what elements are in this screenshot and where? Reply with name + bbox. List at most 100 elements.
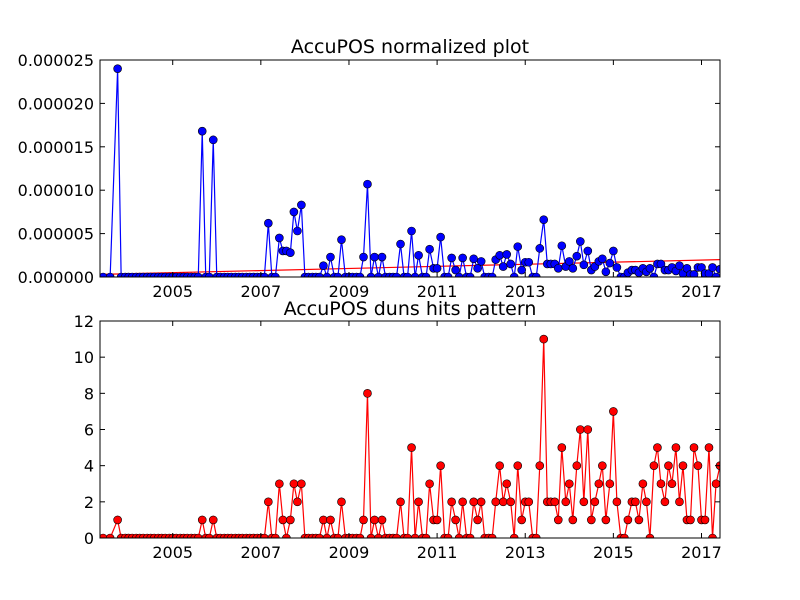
data-point [458, 497, 467, 507]
y-tick-label: 10 [74, 348, 94, 367]
data-point [275, 233, 284, 243]
data-point [289, 479, 299, 489]
data-point [700, 515, 710, 525]
data-point [594, 479, 604, 489]
data-point [502, 479, 512, 489]
data-point [193, 272, 203, 277]
data-point [458, 253, 467, 263]
data-point [553, 264, 563, 273]
x-tick-label: 2017 [681, 543, 722, 562]
data-point [319, 261, 328, 271]
data-point [315, 272, 324, 277]
x-tick-label: 2011 [417, 282, 458, 301]
data-point [113, 515, 122, 525]
data-point [377, 252, 387, 262]
data-point [686, 515, 695, 525]
data-point [693, 461, 703, 470]
data-point [414, 497, 423, 507]
data-point [293, 497, 302, 507]
data-point [675, 497, 684, 507]
y-tick-label: 0.000005 [18, 225, 94, 244]
data-point [605, 258, 615, 268]
data-point [436, 232, 445, 242]
data-point [509, 533, 519, 538]
data-point [410, 533, 420, 538]
data-point [326, 515, 335, 525]
data-point [517, 265, 527, 275]
data-point [711, 479, 720, 489]
data-point [612, 263, 622, 272]
data-point [421, 533, 431, 538]
data-point [451, 515, 460, 525]
data-point [568, 264, 578, 273]
y-tick-label: 2 [84, 493, 94, 512]
data-point [572, 461, 582, 470]
x-tick-label: 2013 [505, 282, 546, 301]
x-tick-label: 2005 [152, 282, 193, 301]
data-point [100, 533, 108, 538]
data-point [407, 226, 416, 236]
data-point [392, 272, 401, 277]
data-point [642, 497, 651, 507]
data-point [495, 461, 504, 470]
chart-title: AccuPOS duns hits pattern [284, 298, 537, 320]
data-point [204, 272, 214, 277]
data-point [557, 443, 567, 452]
y-tick-label: 12 [74, 312, 94, 331]
data-point [278, 515, 288, 525]
data-point [609, 246, 618, 256]
data-point [113, 64, 122, 73]
data-point [322, 533, 332, 538]
data-point [579, 260, 589, 270]
data-point [583, 425, 593, 434]
trend-line [100, 259, 720, 275]
data-point [260, 272, 269, 277]
data-point [535, 461, 545, 470]
data-point [601, 515, 611, 525]
data-point [425, 244, 434, 254]
data-point [634, 515, 644, 525]
data-point [568, 515, 578, 525]
y-tick-label: 0 [84, 529, 94, 548]
data-point [576, 425, 585, 434]
x-tick-label: 2011 [417, 543, 458, 562]
data-point [598, 254, 607, 264]
data-point [671, 443, 681, 452]
data-point [465, 533, 475, 538]
data-point [561, 497, 571, 507]
plot-area-frame [99, 320, 721, 539]
data-point [509, 272, 519, 277]
data-point [487, 533, 497, 538]
data-point [553, 515, 563, 525]
x-tick-label: 2009 [329, 543, 370, 562]
data-point [487, 272, 497, 277]
data-point [590, 497, 600, 507]
data-point [708, 263, 717, 272]
data-point [326, 252, 335, 262]
data-point [208, 135, 218, 145]
data-point [498, 497, 508, 507]
data-point [667, 479, 677, 489]
data-point [271, 533, 280, 538]
y-tick-label: 0.000010 [18, 181, 94, 200]
data-point [517, 515, 527, 525]
data-point [498, 262, 508, 271]
x-tick-label: 2015 [593, 543, 634, 562]
data-point [282, 533, 291, 538]
data-point [708, 533, 717, 538]
normalized-chart: AccuPOS normalized plot 2005 2007 2009 2011… [18, 36, 722, 301]
data-point [678, 461, 688, 470]
data-point [689, 270, 699, 277]
data-point [197, 515, 207, 525]
data-point [473, 264, 482, 273]
data-point [436, 461, 445, 470]
data-point [524, 257, 534, 267]
data-point [432, 264, 442, 273]
data-point [601, 267, 611, 277]
data-point [443, 533, 453, 538]
duns-hits-chart: AccuPOS duns hits pattern 2005 2007 2009 20… [74, 298, 722, 562]
data-point [260, 533, 269, 538]
data-point [491, 497, 501, 507]
data-point [293, 226, 302, 236]
data-point [539, 334, 549, 344]
